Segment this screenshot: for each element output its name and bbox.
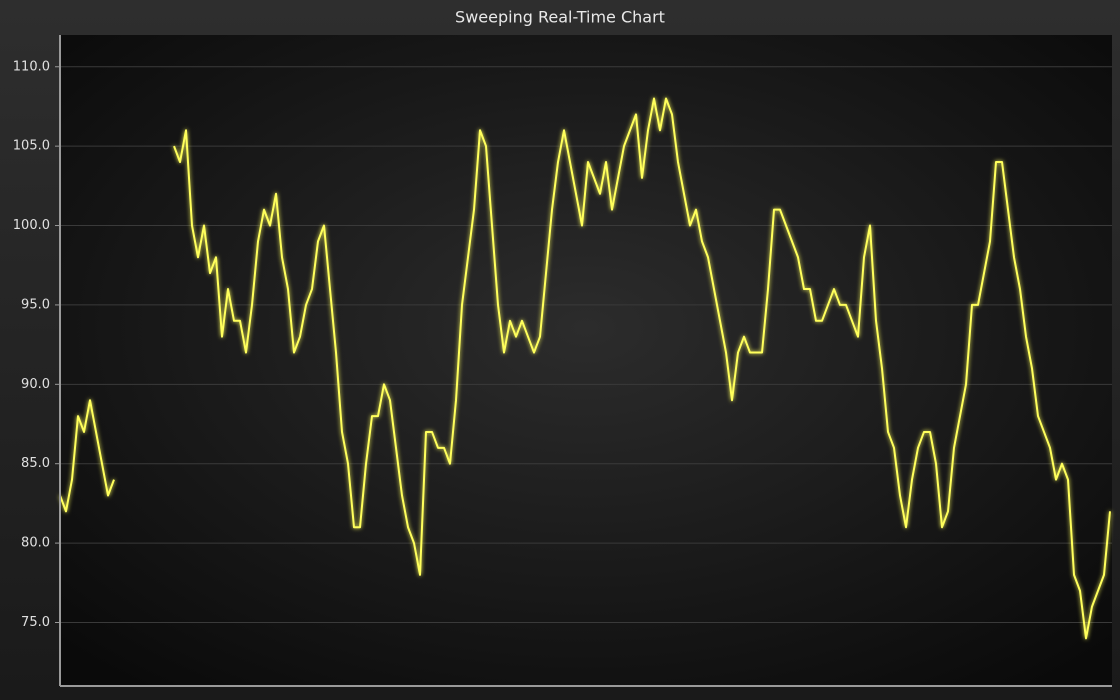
data-line bbox=[59, 97, 1111, 640]
y-tick-label: 75.0 bbox=[21, 615, 50, 630]
y-tick-label: 100.0 bbox=[13, 218, 50, 233]
y-tick-label: 90.0 bbox=[21, 377, 50, 392]
chart-title: Sweeping Real-Time Chart bbox=[455, 8, 665, 27]
y-tick-label: 85.0 bbox=[21, 456, 50, 471]
y-tick-label: 95.0 bbox=[21, 297, 50, 312]
y-tick-label: 105.0 bbox=[13, 139, 50, 154]
plot-layer: 75.0 80.0 85.0 90.0 95.0 100.0 105.0 110.0 bbox=[13, 59, 1112, 640]
plot-area bbox=[60, 35, 1112, 686]
y-tick-label: 110.0 bbox=[13, 59, 50, 74]
y-tick-label: 80.0 bbox=[21, 536, 50, 551]
